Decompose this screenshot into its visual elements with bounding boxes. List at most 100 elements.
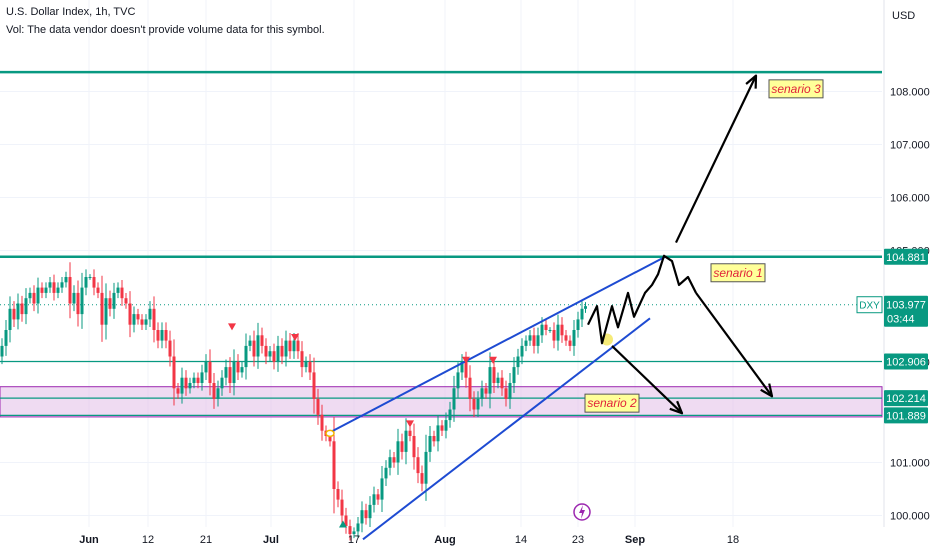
candle-body xyxy=(524,340,528,346)
candle-body xyxy=(140,319,144,325)
volume-note: Vol: The data vendor doesn't provide vol… xyxy=(6,24,325,36)
candle-body xyxy=(440,425,444,431)
candle-body xyxy=(92,277,96,288)
candle-body xyxy=(236,361,240,373)
candle-body xyxy=(540,324,544,336)
candle-body xyxy=(40,287,44,293)
candle-body xyxy=(504,388,508,399)
candle-body xyxy=(176,388,180,394)
candle-body xyxy=(544,324,548,330)
projection-path-scenario-3[interactable] xyxy=(675,75,757,244)
candle-body xyxy=(548,330,552,331)
candle-body xyxy=(584,306,587,309)
candle-body xyxy=(568,340,572,346)
candle-body xyxy=(32,292,36,304)
candle-body xyxy=(328,436,332,442)
candle-body xyxy=(8,308,12,330)
candle-body xyxy=(388,457,392,468)
candle-body xyxy=(276,345,280,362)
candle-body xyxy=(340,499,344,516)
candle-body xyxy=(564,335,568,341)
candle-body xyxy=(76,292,80,315)
candle-body xyxy=(148,308,152,320)
candle-body xyxy=(532,335,536,346)
trend-line-upper[interactable] xyxy=(327,255,666,435)
level-price-badge[interactable] xyxy=(884,407,928,424)
candle-body xyxy=(44,287,48,293)
candle-body xyxy=(124,298,128,304)
price-marker-ellipse xyxy=(325,429,335,438)
candle-body xyxy=(384,467,388,479)
sell-signal-marker xyxy=(406,420,414,428)
scenario-label-box[interactable] xyxy=(710,263,766,283)
projection-path-scenario-1[interactable] xyxy=(695,292,773,397)
candle-body xyxy=(348,526,352,535)
candle-body xyxy=(336,489,340,500)
candle-body xyxy=(232,361,236,383)
candle-body xyxy=(152,308,156,330)
symbol-tag[interactable] xyxy=(856,296,883,314)
last-price-badge xyxy=(884,295,928,327)
sell-signal-marker xyxy=(462,356,470,364)
x-tick-label: 14 xyxy=(515,534,527,546)
trend-line-lower[interactable] xyxy=(362,317,651,541)
candle-body xyxy=(372,494,376,505)
scenario-label-box[interactable] xyxy=(584,393,640,413)
candle-body xyxy=(168,340,172,357)
last-price-value: 103.977 xyxy=(886,300,926,312)
candle-body xyxy=(408,430,412,436)
candle-body xyxy=(296,340,300,352)
candle-body xyxy=(28,292,32,299)
candle-body xyxy=(16,303,20,320)
candle-body xyxy=(52,282,56,293)
candle-body xyxy=(24,298,28,315)
candle-body xyxy=(72,292,76,304)
candle-body xyxy=(12,308,16,320)
candle-body xyxy=(484,388,488,394)
candle-body xyxy=(264,345,268,357)
candle-body xyxy=(436,425,440,442)
scenario-label-text: senario 3 xyxy=(771,82,821,96)
candle-body xyxy=(416,457,420,474)
buy-signal-marker xyxy=(339,520,347,528)
candle-body xyxy=(116,287,120,293)
candle-body xyxy=(188,383,192,389)
scenario-label-text: senario 1 xyxy=(713,266,762,280)
candle-body xyxy=(500,377,504,389)
x-tick-label: 17 xyxy=(348,534,360,546)
projection-path-zigzag[interactable] xyxy=(587,254,697,345)
candle-body xyxy=(48,282,52,288)
level-price-badge[interactable] xyxy=(884,248,928,265)
candle-body xyxy=(200,372,204,383)
arrow-head-scenario-2 xyxy=(669,400,684,415)
candle-body xyxy=(184,377,188,389)
candle-body xyxy=(552,330,556,341)
candle-body xyxy=(268,351,272,357)
candle-body xyxy=(96,287,100,293)
candle-body xyxy=(80,287,84,315)
candle-body xyxy=(572,330,576,346)
x-tick-label: Jul xyxy=(263,534,279,546)
scenario-label-text: senario 2 xyxy=(587,396,637,410)
candle-body xyxy=(400,441,404,452)
candle-body xyxy=(112,292,116,309)
level-price-badge[interactable] xyxy=(884,390,928,407)
candle-body xyxy=(396,441,400,463)
candle-body xyxy=(516,356,520,368)
y-tick-label: 108.000 xyxy=(890,87,930,99)
candle-body xyxy=(308,361,312,373)
lightning-icon xyxy=(579,505,585,519)
level-price-badge[interactable] xyxy=(884,353,928,370)
level-price-badge-label: 102.906 xyxy=(886,356,926,368)
candle-body xyxy=(364,510,368,519)
y-tick-label: 100.000 xyxy=(890,511,930,523)
candle-body xyxy=(556,324,560,341)
scenario-label-box[interactable] xyxy=(768,79,824,99)
candle-body xyxy=(204,361,208,373)
candle-body xyxy=(460,361,464,373)
projection-path-scenario-2[interactable] xyxy=(611,345,683,415)
arrow-head-scenario-1 xyxy=(760,383,774,398)
candle-body xyxy=(464,361,468,378)
